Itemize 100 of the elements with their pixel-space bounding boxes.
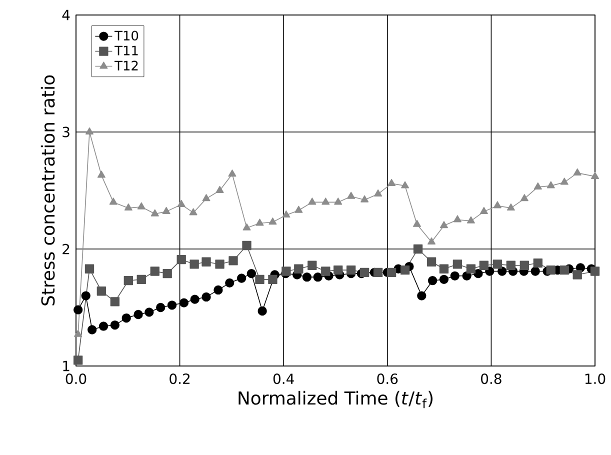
point xyxy=(533,258,542,268)
point xyxy=(546,181,555,188)
point xyxy=(520,194,528,202)
point xyxy=(480,206,488,214)
point xyxy=(294,264,304,274)
point xyxy=(450,271,460,280)
point xyxy=(109,198,118,205)
y-tick-label: 2 xyxy=(62,244,70,254)
point xyxy=(97,170,106,178)
point xyxy=(427,237,436,244)
point xyxy=(439,264,449,274)
legend-label: T10 xyxy=(114,30,138,41)
point xyxy=(177,200,186,208)
point xyxy=(506,203,515,211)
x-tick-label: 0.6 xyxy=(377,374,398,384)
point xyxy=(98,322,108,331)
point xyxy=(216,186,224,193)
point xyxy=(88,325,97,334)
point xyxy=(137,202,146,210)
point xyxy=(346,265,356,275)
point xyxy=(334,265,343,275)
point xyxy=(572,270,582,280)
point xyxy=(190,260,199,269)
point xyxy=(85,127,94,134)
point xyxy=(401,181,410,188)
point xyxy=(73,356,83,365)
point xyxy=(321,266,330,276)
point xyxy=(413,244,423,254)
point xyxy=(236,274,246,283)
legend-label: T12 xyxy=(114,60,138,70)
point xyxy=(334,198,342,205)
point xyxy=(228,170,236,177)
point xyxy=(360,195,369,202)
point xyxy=(347,192,356,199)
point xyxy=(228,256,238,266)
x-tick-label: 0.2 xyxy=(170,374,190,384)
point xyxy=(322,198,330,205)
y-tick-label: 1 xyxy=(63,360,70,372)
point xyxy=(360,268,370,277)
point xyxy=(308,260,317,270)
point xyxy=(479,260,489,270)
point xyxy=(215,260,224,269)
point xyxy=(412,220,422,227)
point xyxy=(546,265,556,275)
point xyxy=(400,265,410,275)
point xyxy=(258,306,267,316)
point xyxy=(255,274,264,284)
point xyxy=(242,223,251,230)
point xyxy=(268,218,277,225)
point xyxy=(388,178,396,186)
point xyxy=(190,294,200,304)
point xyxy=(294,206,303,213)
y-axis-title: Stress concentration ratio xyxy=(40,75,55,306)
point xyxy=(474,268,483,278)
x-tick-label: 0.0 xyxy=(66,374,86,384)
point xyxy=(452,260,462,269)
point xyxy=(493,201,502,208)
point xyxy=(242,240,252,250)
x-tick-label: 0.8 xyxy=(481,374,502,384)
point xyxy=(214,285,223,295)
point xyxy=(202,194,210,202)
point xyxy=(417,291,426,300)
point xyxy=(520,260,530,270)
point xyxy=(124,276,134,286)
point xyxy=(440,221,448,228)
point xyxy=(144,308,154,317)
point xyxy=(373,268,383,277)
point xyxy=(268,274,278,284)
point xyxy=(167,300,177,310)
point xyxy=(150,266,160,276)
point xyxy=(282,210,290,218)
point xyxy=(96,286,106,296)
point xyxy=(84,264,94,274)
point xyxy=(313,272,322,282)
point xyxy=(162,268,172,278)
point xyxy=(530,266,540,276)
point xyxy=(189,208,198,216)
point xyxy=(225,278,234,288)
point xyxy=(246,268,256,278)
point xyxy=(162,206,170,214)
point xyxy=(150,209,159,216)
point xyxy=(428,276,438,286)
point xyxy=(176,254,186,264)
point xyxy=(202,257,211,266)
point xyxy=(560,265,569,275)
point xyxy=(590,266,600,276)
point xyxy=(256,218,264,226)
point xyxy=(73,305,83,314)
point xyxy=(156,302,166,312)
point xyxy=(453,215,462,222)
point xyxy=(282,266,291,276)
y-tick-label: 4 xyxy=(62,10,70,20)
point xyxy=(506,260,516,270)
point xyxy=(573,168,582,176)
point xyxy=(179,298,189,308)
point xyxy=(136,274,146,284)
point xyxy=(466,264,476,274)
y-tick-label: 3 xyxy=(62,126,70,138)
point xyxy=(124,203,132,211)
point xyxy=(560,178,568,185)
